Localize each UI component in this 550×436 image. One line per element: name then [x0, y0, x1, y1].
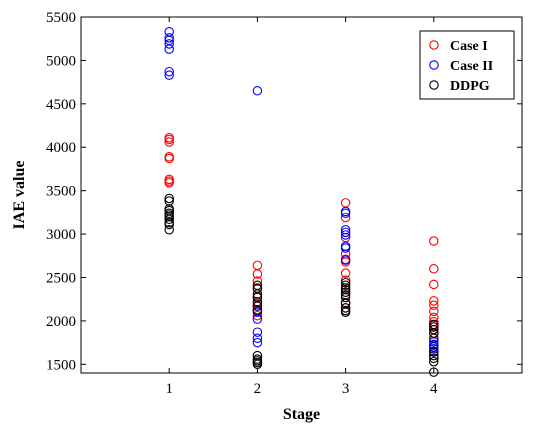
- data-point: [252, 301, 263, 311]
- data-point: [340, 284, 351, 295]
- data-point: [429, 356, 439, 367]
- y-axis-title: IAE value: [11, 161, 28, 230]
- data-point: [429, 328, 439, 338]
- data-point: [252, 276, 263, 286]
- data-point: [340, 268, 351, 278]
- data-point: [340, 227, 351, 238]
- x-tick-label: 2: [254, 381, 262, 397]
- data-point: [164, 70, 174, 80]
- legend-marker: [429, 80, 439, 90]
- y-tick-label: 4000: [46, 140, 76, 156]
- data-point: [340, 275, 351, 285]
- y-tick-label: 1500: [46, 357, 76, 373]
- legend: Case I Case II DDPG: [419, 30, 515, 100]
- data-point: [340, 230, 351, 240]
- x-tick-label: 4: [430, 381, 438, 397]
- data-point: [340, 255, 351, 265]
- data-point: [252, 327, 263, 337]
- data-point: [429, 300, 439, 311]
- legend-label: DDPG: [450, 79, 490, 94]
- data-point: [164, 134, 174, 145]
- data-point: [252, 86, 263, 96]
- data-point: [164, 211, 174, 222]
- legend-marker: [429, 60, 439, 70]
- data-point: [429, 279, 439, 290]
- legend-marker: [429, 40, 439, 50]
- data-point: [252, 337, 263, 348]
- data-point: [164, 214, 174, 225]
- data-point: [340, 277, 351, 288]
- data-point: [252, 260, 263, 271]
- data-point: [340, 307, 351, 317]
- data-point: [340, 212, 351, 223]
- data-point: [164, 224, 174, 235]
- series-ddpg: [164, 193, 439, 377]
- data-point: [164, 33, 174, 43]
- data-point: [429, 296, 439, 306]
- data-point: [340, 224, 351, 235]
- data-point: [340, 208, 351, 218]
- data-point: [164, 196, 174, 206]
- plot-frame: [80, 16, 523, 374]
- data-point: [340, 292, 351, 303]
- data-point: [164, 137, 174, 147]
- y-tick-label: 3000: [46, 227, 76, 243]
- data-point: [429, 264, 439, 274]
- data-point: [164, 219, 174, 230]
- plot-area: [164, 27, 439, 377]
- data-point: [429, 322, 439, 332]
- data-point: [164, 178, 174, 188]
- data-point: [429, 353, 439, 363]
- legend-label: Case I: [450, 39, 488, 54]
- y-tick-label: 5000: [46, 53, 76, 69]
- data-point: [252, 305, 263, 316]
- data-point: [429, 306, 439, 317]
- data-point: [340, 243, 351, 253]
- data-point: [429, 367, 439, 377]
- data-point: [429, 312, 439, 323]
- data-point: [340, 249, 351, 259]
- data-point: [340, 287, 351, 297]
- y-tick-label: 2000: [46, 314, 76, 330]
- data-point: [252, 289, 263, 299]
- y-axis: 1500 2000 2500 3000 3500 4000 4500 5000 5500: [46, 10, 522, 373]
- data-point: [252, 310, 263, 321]
- x-tick-label: 1: [165, 381, 173, 397]
- data-point: [164, 153, 174, 164]
- legend-box: [419, 30, 515, 100]
- data-point: [252, 269, 263, 279]
- data-point: [429, 347, 439, 357]
- data-point: [164, 44, 174, 54]
- x-tick-label: 3: [342, 381, 350, 397]
- x-axis-title: Stage: [283, 406, 320, 423]
- data-point: [429, 333, 439, 344]
- data-point: [340, 198, 351, 208]
- y-tick-label: 3500: [46, 184, 76, 200]
- legend-label: Case II: [450, 59, 493, 74]
- y-tick-label: 2500: [46, 270, 76, 286]
- data-point: [164, 66, 174, 77]
- data-point: [252, 333, 263, 344]
- y-tick-label: 4500: [46, 97, 76, 113]
- y-tick-label: 5500: [46, 10, 76, 26]
- data-point: [164, 39, 174, 49]
- series-case-i: [164, 132, 439, 339]
- data-point: [429, 317, 439, 327]
- data-point: [340, 280, 351, 291]
- x-axis: 1 2 3 4: [165, 17, 438, 397]
- data-point: [429, 350, 439, 361]
- data-point: [429, 343, 439, 354]
- series-case-ii: [164, 27, 439, 357]
- data-point: [340, 303, 351, 313]
- data-point: [164, 193, 174, 204]
- data-point: [429, 236, 439, 246]
